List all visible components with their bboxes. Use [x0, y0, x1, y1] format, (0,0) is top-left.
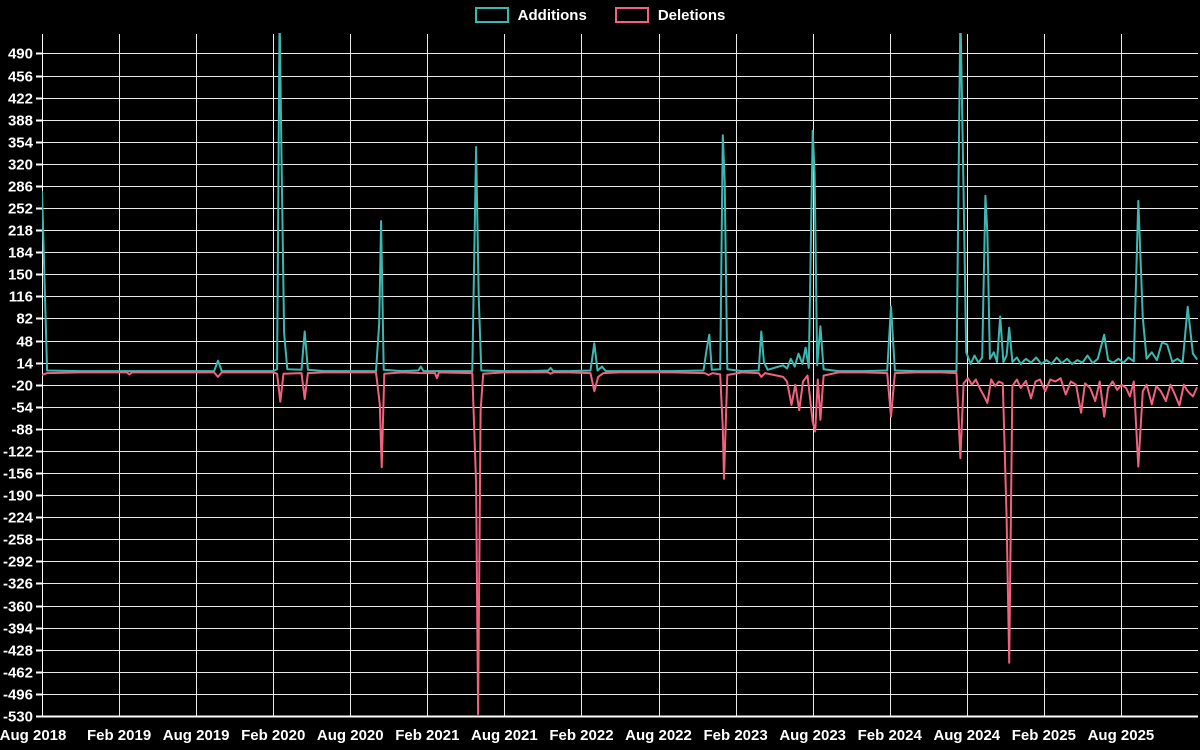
additions-swatch-icon: [474, 7, 509, 23]
x-axis-tick-label: Aug 2021: [471, 727, 538, 744]
y-axis-tick-label: 388: [8, 113, 33, 130]
x-axis-tick-label: Aug 2024: [933, 727, 1000, 744]
y-axis-tick-label: -326: [3, 576, 33, 593]
x-axis-tick-label: Aug 2019: [163, 727, 230, 744]
y-axis-tick-label: 490: [8, 46, 33, 63]
y-axis-tick-label: -462: [3, 665, 33, 682]
chart-legend: Additions Deletions: [0, 7, 1200, 23]
legend-item-additions[interactable]: Additions: [474, 6, 587, 24]
y-axis-tick-label: -122: [3, 444, 33, 461]
series-line-additions: [42, 33, 1198, 373]
x-axis-tick-label: Feb 2019: [87, 727, 151, 744]
y-axis-tick-label: -54: [11, 400, 33, 417]
y-axis-tick-label: -292: [3, 554, 33, 571]
y-axis-tick-label: -428: [3, 643, 33, 660]
x-axis-tick-label: Feb 2025: [1012, 727, 1076, 744]
deletions-swatch-icon: [614, 7, 649, 23]
y-axis-tick-label: 456: [8, 69, 33, 86]
y-axis-tick-label: -394: [3, 621, 34, 638]
y-axis-tick-label: -156: [3, 466, 33, 483]
y-axis-tick-label: -496: [3, 687, 33, 704]
y-axis-tick-label: -258: [3, 532, 33, 549]
x-axis-tick-label: Feb 2020: [241, 727, 305, 744]
y-axis-tick-label: 422: [8, 91, 33, 108]
y-axis-tick-label: 82: [16, 311, 33, 328]
y-axis-tick-label: 252: [8, 201, 33, 218]
y-axis-tick-label: 354: [8, 135, 34, 152]
legend-label-additions: Additions: [517, 6, 587, 24]
y-axis-tick-label: 150: [8, 267, 33, 284]
y-axis-tick-label: 116: [9, 289, 33, 306]
y-axis-tick-label: 286: [8, 179, 33, 196]
x-axis-tick-label: Feb 2024: [858, 727, 923, 744]
x-axis-tick-label: Aug 2023: [779, 727, 846, 744]
x-axis-tick-label: Aug 2018: [0, 727, 66, 744]
y-axis-tick-label: 48: [16, 334, 33, 351]
legend-item-deletions[interactable]: Deletions: [614, 6, 726, 24]
x-axis-tick-label: Feb 2022: [549, 727, 613, 744]
x-axis-tick-label: Feb 2021: [395, 727, 459, 744]
y-axis-tick-label: -88: [11, 422, 33, 439]
series-line-deletions: [42, 371, 1198, 716]
x-axis-tick-label: Aug 2025: [1088, 727, 1155, 744]
y-axis-tick-label: 218: [8, 223, 33, 240]
x-axis-tick-label: Feb 2023: [703, 727, 767, 744]
y-axis-tick-label: -190: [3, 488, 33, 505]
y-axis-tick-label: -360: [3, 599, 33, 616]
x-axis-tick-label: Aug 2020: [317, 727, 384, 744]
y-axis-tick-label: 184: [8, 245, 34, 262]
y-axis-tick-label: 320: [8, 157, 33, 174]
y-axis-tick-label: -530: [3, 709, 33, 726]
y-axis-tick-label: -224: [3, 510, 34, 527]
y-axis-tick-label: -20: [11, 378, 33, 395]
y-axis-tick-label: 14: [16, 356, 33, 373]
x-axis-tick-label: Aug 2022: [625, 727, 692, 744]
legend-label-deletions: Deletions: [657, 6, 726, 24]
